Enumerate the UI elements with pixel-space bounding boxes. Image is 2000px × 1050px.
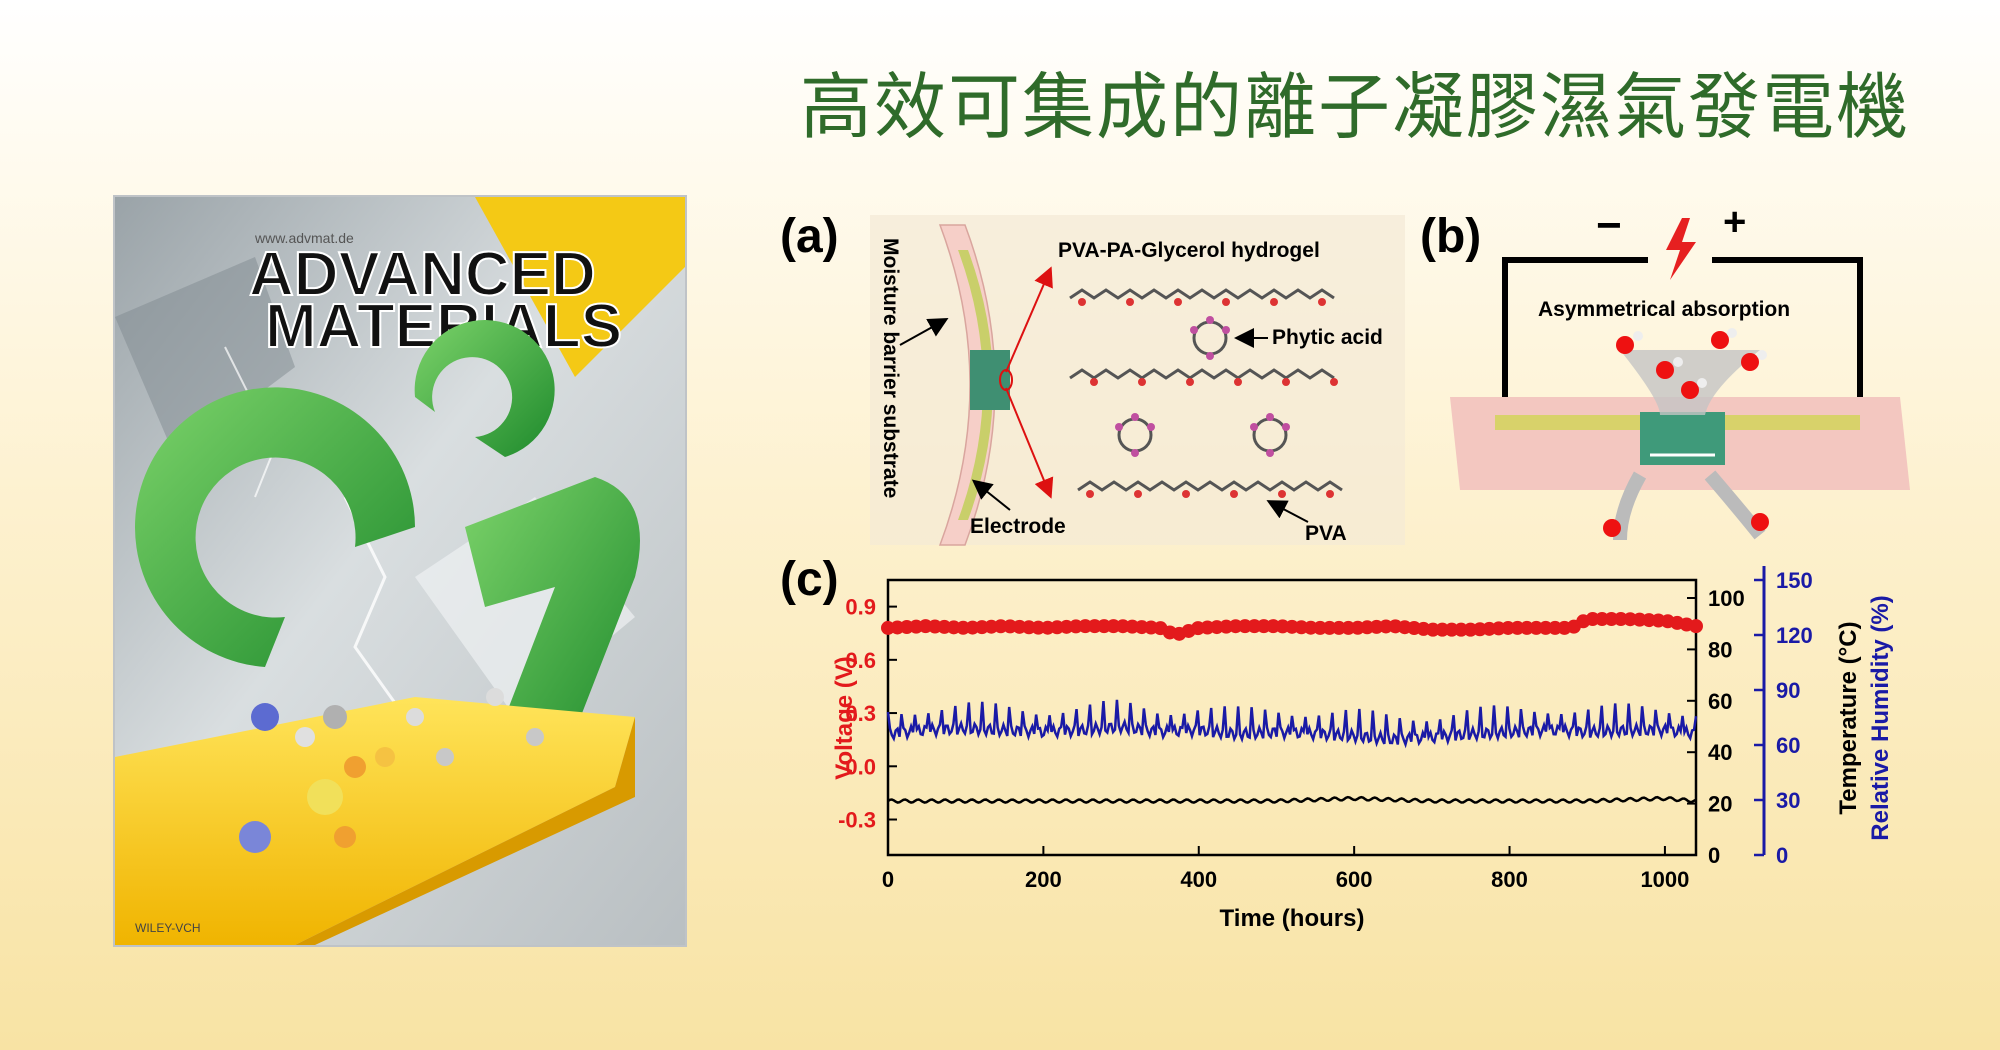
- x-tick-label: 200: [1025, 867, 1062, 892]
- cover-title-line1: ADVANCED: [249, 240, 596, 309]
- voltage-point: [1689, 619, 1703, 634]
- panel-b: (b) − + Asymmetrical absorption: [1420, 200, 1910, 541]
- voltage-tick-label: 0.0: [845, 754, 876, 779]
- cover-publisher: WILEY-VCH: [135, 921, 201, 935]
- hydrogel-block: [970, 350, 1010, 410]
- humidity-tick-label: 60: [1776, 733, 1800, 758]
- electrode-arrow: [971, 479, 1011, 511]
- humidity-tick-label: 120: [1776, 623, 1813, 648]
- humidity-tick-label: 0: [1776, 843, 1788, 868]
- panel-b-label: (b): [1420, 210, 1481, 263]
- figure-svg: (a) Moisture barrier substrate Electrode…: [780, 200, 1910, 932]
- pva-chain-3: [1077, 480, 1343, 498]
- phytic-acid-molecule-2: [1115, 413, 1155, 457]
- temperature-tick-label: 80: [1708, 637, 1732, 662]
- circuit-wire: [1502, 257, 1863, 422]
- temperature-line: [887, 795, 1697, 804]
- voltage-tick-label: 0.9: [845, 595, 876, 620]
- pva-arrow: [1266, 500, 1309, 523]
- panel-c-label: (c): [780, 553, 839, 606]
- zoom-arrow-top: [1005, 266, 1053, 373]
- panel-a-label: (a): [780, 210, 839, 263]
- pva-label: PVA: [1305, 522, 1347, 545]
- x-tick-label: 800: [1491, 867, 1528, 892]
- phytic-acid-molecule-1: [1190, 316, 1230, 360]
- humidity-tick-label: 150: [1776, 568, 1813, 593]
- x-tick-label: 1000: [1640, 867, 1689, 892]
- x-tick-label: 0: [882, 867, 894, 892]
- journal-cover: www.advmat.de ADVANCED MATERIALS WILEY-V…: [113, 195, 687, 947]
- voltage-tick-label: 0.3: [845, 701, 876, 726]
- temperature-tick-label: 0: [1708, 843, 1720, 868]
- pva-chain-1: [1069, 288, 1335, 306]
- plus-sign: +: [1723, 200, 1746, 244]
- voltage-axis-title: Voltage (V): [831, 656, 858, 780]
- minus-sign: −: [1596, 201, 1622, 250]
- absorption-label: Asymmetrical absorption: [1538, 298, 1790, 321]
- panel-a: (a) Moisture barrier substrate Electrode…: [780, 210, 1405, 546]
- temperature-tick-label: 60: [1708, 689, 1732, 714]
- figure-panel: (a) Moisture barrier substrate Electrode…: [760, 190, 1940, 950]
- moisture-flow-bottom: [1613, 470, 1766, 541]
- panel-c: (c) 0 200 400 600 800 10000.90.60.30.0-0.3100…: [780, 553, 1894, 932]
- chart-layer: 0 200 400 600 800 10000.90.60.30.0-0.31008060…: [838, 566, 1813, 892]
- cover-molecules: [239, 688, 544, 853]
- voltage-tick-label: -0.3: [838, 808, 876, 833]
- x-tick-label: 400: [1180, 867, 1217, 892]
- temperature-tick-label: 20: [1708, 792, 1732, 817]
- substrate-arrow: [899, 318, 949, 346]
- phytic-acid-label: Phytic acid: [1272, 326, 1383, 349]
- hydrogel-device: [1640, 412, 1725, 465]
- humidity-tick-label: 90: [1776, 678, 1800, 703]
- humidity-axis-title: Relative Humidity (%): [1867, 595, 1894, 840]
- electrode-left: [1495, 415, 1660, 430]
- temperature-tick-label: 100: [1708, 586, 1745, 611]
- phytic-acid-molecule-3: [1250, 413, 1290, 457]
- cover-artwork: www.advmat.de ADVANCED MATERIALS WILEY-V…: [115, 197, 685, 945]
- x-tick-label: 600: [1336, 867, 1373, 892]
- pva-chain-2: [1069, 368, 1338, 386]
- hydrogel-label: PVA-PA-Glycerol hydrogel: [1058, 239, 1320, 262]
- electrode-strip: [958, 250, 993, 520]
- water-molecules: [1603, 328, 1769, 537]
- voltage-tick-label: 0.6: [845, 648, 876, 673]
- zoom-arrow-bottom: [1005, 387, 1054, 499]
- relative-humidity-line: [886, 699, 1698, 749]
- electrode-right: [1700, 415, 1860, 430]
- temperature-axis-title: Temperature (°C): [1835, 621, 1862, 814]
- humidity-tick-label: 30: [1776, 788, 1800, 813]
- x-axis-title: Time (hours): [1220, 905, 1365, 932]
- electrode-label: Electrode: [970, 515, 1066, 538]
- substrate-label: Moisture barrier substrate: [879, 238, 902, 498]
- slide-title: 高效可集成的離子凝膠濕氣發電機: [799, 65, 1910, 149]
- cover-website: www.advmat.de: [254, 230, 354, 246]
- temperature-tick-label: 40: [1708, 740, 1732, 765]
- lightning-icon: [1666, 218, 1696, 280]
